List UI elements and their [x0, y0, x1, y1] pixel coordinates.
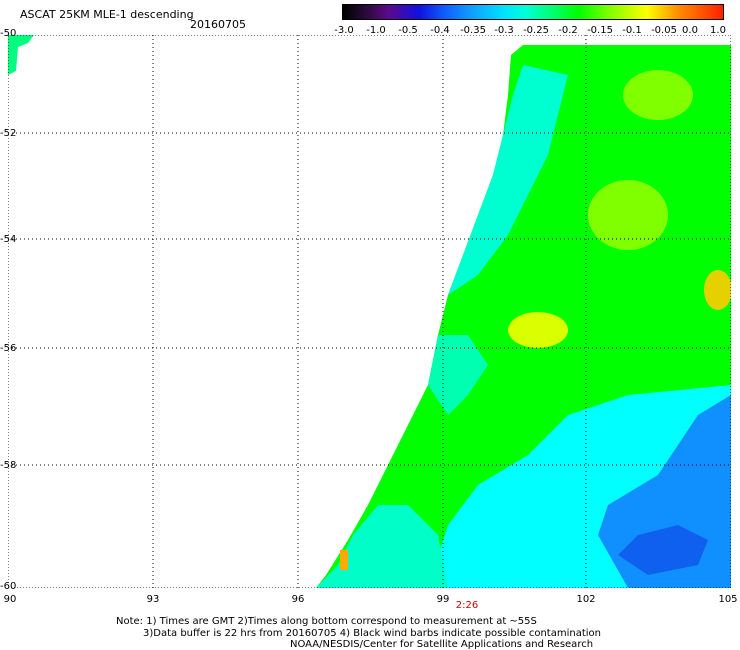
map-plot [8, 35, 731, 588]
colorbar-tick: -0.15 [587, 25, 613, 36]
grid-lines [8, 35, 731, 588]
colorbar-tick: -1.0 [366, 25, 386, 36]
swath-orange-patch [340, 550, 348, 570]
y-tick-label: -50 [0, 28, 17, 39]
colorbar-tick: -0.35 [460, 25, 486, 36]
x-tick-label: 105 [718, 594, 738, 605]
y-tick-label: -56 [0, 343, 17, 354]
colorbar [342, 4, 724, 20]
swath-yellow-patch [704, 270, 731, 310]
map-title: ASCAT 25KM MLE-1 descending [20, 8, 194, 21]
x-tick-label: 93 [146, 594, 160, 605]
swath-cyan-north [448, 65, 568, 295]
colorbar-ticks: -3.0 -1.0 -0.5 -0.4 -0.35 -0.3 -0.25 -0.… [330, 25, 730, 39]
x-tick-label: 96 [291, 594, 305, 605]
x-tick-label: 102 [576, 594, 596, 605]
y-tick-label: -52 [0, 128, 17, 139]
swath-lime-patch [623, 70, 693, 120]
colorbar-tick: -0.5 [398, 25, 418, 36]
swath-darkblue [618, 525, 708, 575]
note-line-1: Note: 1) Times are GMT 2)Times along bot… [116, 616, 537, 627]
swath-fragment-northwest [8, 35, 34, 75]
colorbar-tick: 0.0 [682, 25, 698, 36]
swath-cyan-west [316, 505, 448, 588]
colorbar-tick: 1.0 [710, 25, 726, 36]
note-line-2: 3)Data buffer is 22 hrs from 20160705 4)… [143, 628, 601, 639]
colorbar-tick: -3.0 [334, 25, 354, 36]
swath-lime-patch [588, 180, 668, 250]
y-tick-label: -60 [0, 581, 17, 592]
colorbar-tick: -0.25 [523, 25, 549, 36]
swath-yellow-patch [508, 312, 568, 348]
map-date: 20160705 [190, 18, 246, 31]
colorbar-tick: -0.4 [430, 25, 450, 36]
colorbar-tick: -0.05 [651, 25, 677, 36]
y-tick-label: -58 [0, 460, 17, 471]
x-tick-label: 99 [436, 594, 450, 605]
x-tick-label: 90 [3, 594, 17, 605]
note-line-3: NOAA/NESDIS/Center for Satellite Applica… [290, 639, 594, 650]
colorbar-tick: -0.3 [494, 25, 514, 36]
y-tick-label: -54 [0, 234, 17, 245]
colorbar-tick: -0.1 [622, 25, 642, 36]
colorbar-tick: -0.2 [558, 25, 578, 36]
time-label: 2:26 [455, 600, 479, 611]
